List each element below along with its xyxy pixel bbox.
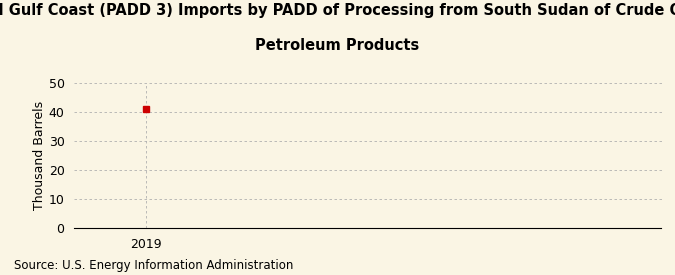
Text: Annual Gulf Coast (PADD 3) Imports by PADD of Processing from South Sudan of Cru: Annual Gulf Coast (PADD 3) Imports by PA… [0, 3, 675, 18]
Text: Source: U.S. Energy Information Administration: Source: U.S. Energy Information Administ… [14, 259, 293, 272]
Y-axis label: Thousand Barrels: Thousand Barrels [33, 101, 46, 210]
Text: Petroleum Products: Petroleum Products [255, 39, 420, 54]
